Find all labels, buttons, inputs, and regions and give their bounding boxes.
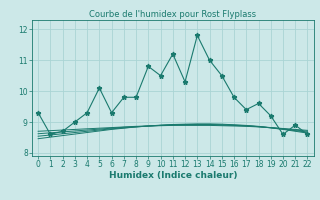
Title: Courbe de l'humidex pour Rost Flyplass: Courbe de l'humidex pour Rost Flyplass (89, 10, 256, 19)
X-axis label: Humidex (Indice chaleur): Humidex (Indice chaleur) (108, 171, 237, 180)
